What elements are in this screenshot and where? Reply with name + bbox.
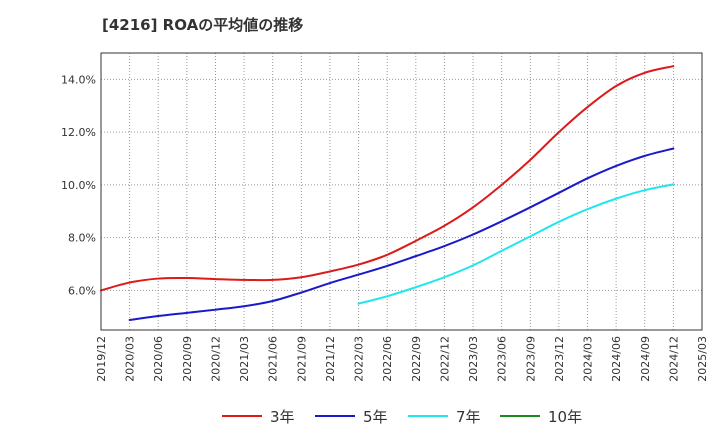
y-tick-label: 6.0% [68,284,96,297]
x-tick-label: 2019/12 [95,336,108,382]
x-tick-label: 2024/09 [639,336,652,382]
series-line-7年 [357,183,675,305]
y-axis-ticks: 6.0% 8.0% 10.0% 12.0% 14.0% [61,73,96,297]
legend-label-7y: 7年 [456,407,481,426]
x-tick-label: 2024/12 [667,336,680,382]
y-tick-label: 10.0% [61,179,96,192]
legend-item-7y: 7年 [408,404,481,428]
x-tick-label: 2020/03 [124,336,137,382]
x-tick-label: 2022/06 [381,336,394,382]
x-tick-label: 2022/09 [410,336,423,382]
x-tick-label: 2023/09 [524,336,537,382]
x-tick-label: 2021/09 [295,336,308,382]
x-tick-label: 2020/12 [209,336,222,382]
x-tick-label: 2024/03 [582,336,595,382]
chart-title: [4216] ROAの平均値の推移 [102,16,304,34]
x-tick-label: 2021/12 [324,336,337,382]
x-tick-label: 2021/06 [267,336,280,382]
legend-label-3y: 3年 [270,407,295,426]
y-tick-label: 12.0% [61,126,96,139]
legend: 3年 5年 7年 10年 [0,404,720,428]
series-line-5年 [128,147,675,321]
x-tick-label: 2020/06 [152,336,165,382]
x-tick-label: 2021/03 [238,336,251,382]
x-tick-label: 2020/09 [181,336,194,382]
x-tick-label: 2022/12 [438,336,451,382]
y-tick-label: 14.0% [61,73,96,86]
x-tick-label: 2022/03 [353,336,366,382]
x-tick-label: 2023/12 [553,336,566,382]
series-line-3年 [100,65,675,292]
series-lines [100,65,675,321]
y-tick-label: 8.0% [68,232,96,245]
legend-swatch-3y [222,415,262,417]
x-tick-label: 2023/03 [467,336,480,382]
x-axis-ticks: 2019/12 2020/03 2020/06 2020/09 2020/12 2021/… [95,336,709,382]
x-tick-label: 2025/03 [696,336,709,382]
legend-item-10y: 10年 [500,404,582,428]
legend-swatch-10y [500,415,540,417]
plot-area-frame [100,52,703,331]
legend-label-10y: 10年 [548,407,583,426]
legend-label-5y: 5年 [363,407,388,426]
grid [101,53,702,330]
x-tick-label: 2023/06 [496,336,509,382]
legend-swatch-7y [408,415,448,417]
legend-item-5y: 5年 [315,404,388,428]
legend-item-3y: 3年 [222,404,295,428]
legend-swatch-5y [315,415,355,417]
x-tick-label: 2024/06 [610,336,623,382]
